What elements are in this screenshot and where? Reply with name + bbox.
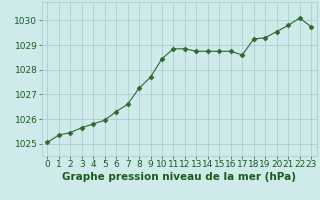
X-axis label: Graphe pression niveau de la mer (hPa): Graphe pression niveau de la mer (hPa)	[62, 172, 296, 182]
